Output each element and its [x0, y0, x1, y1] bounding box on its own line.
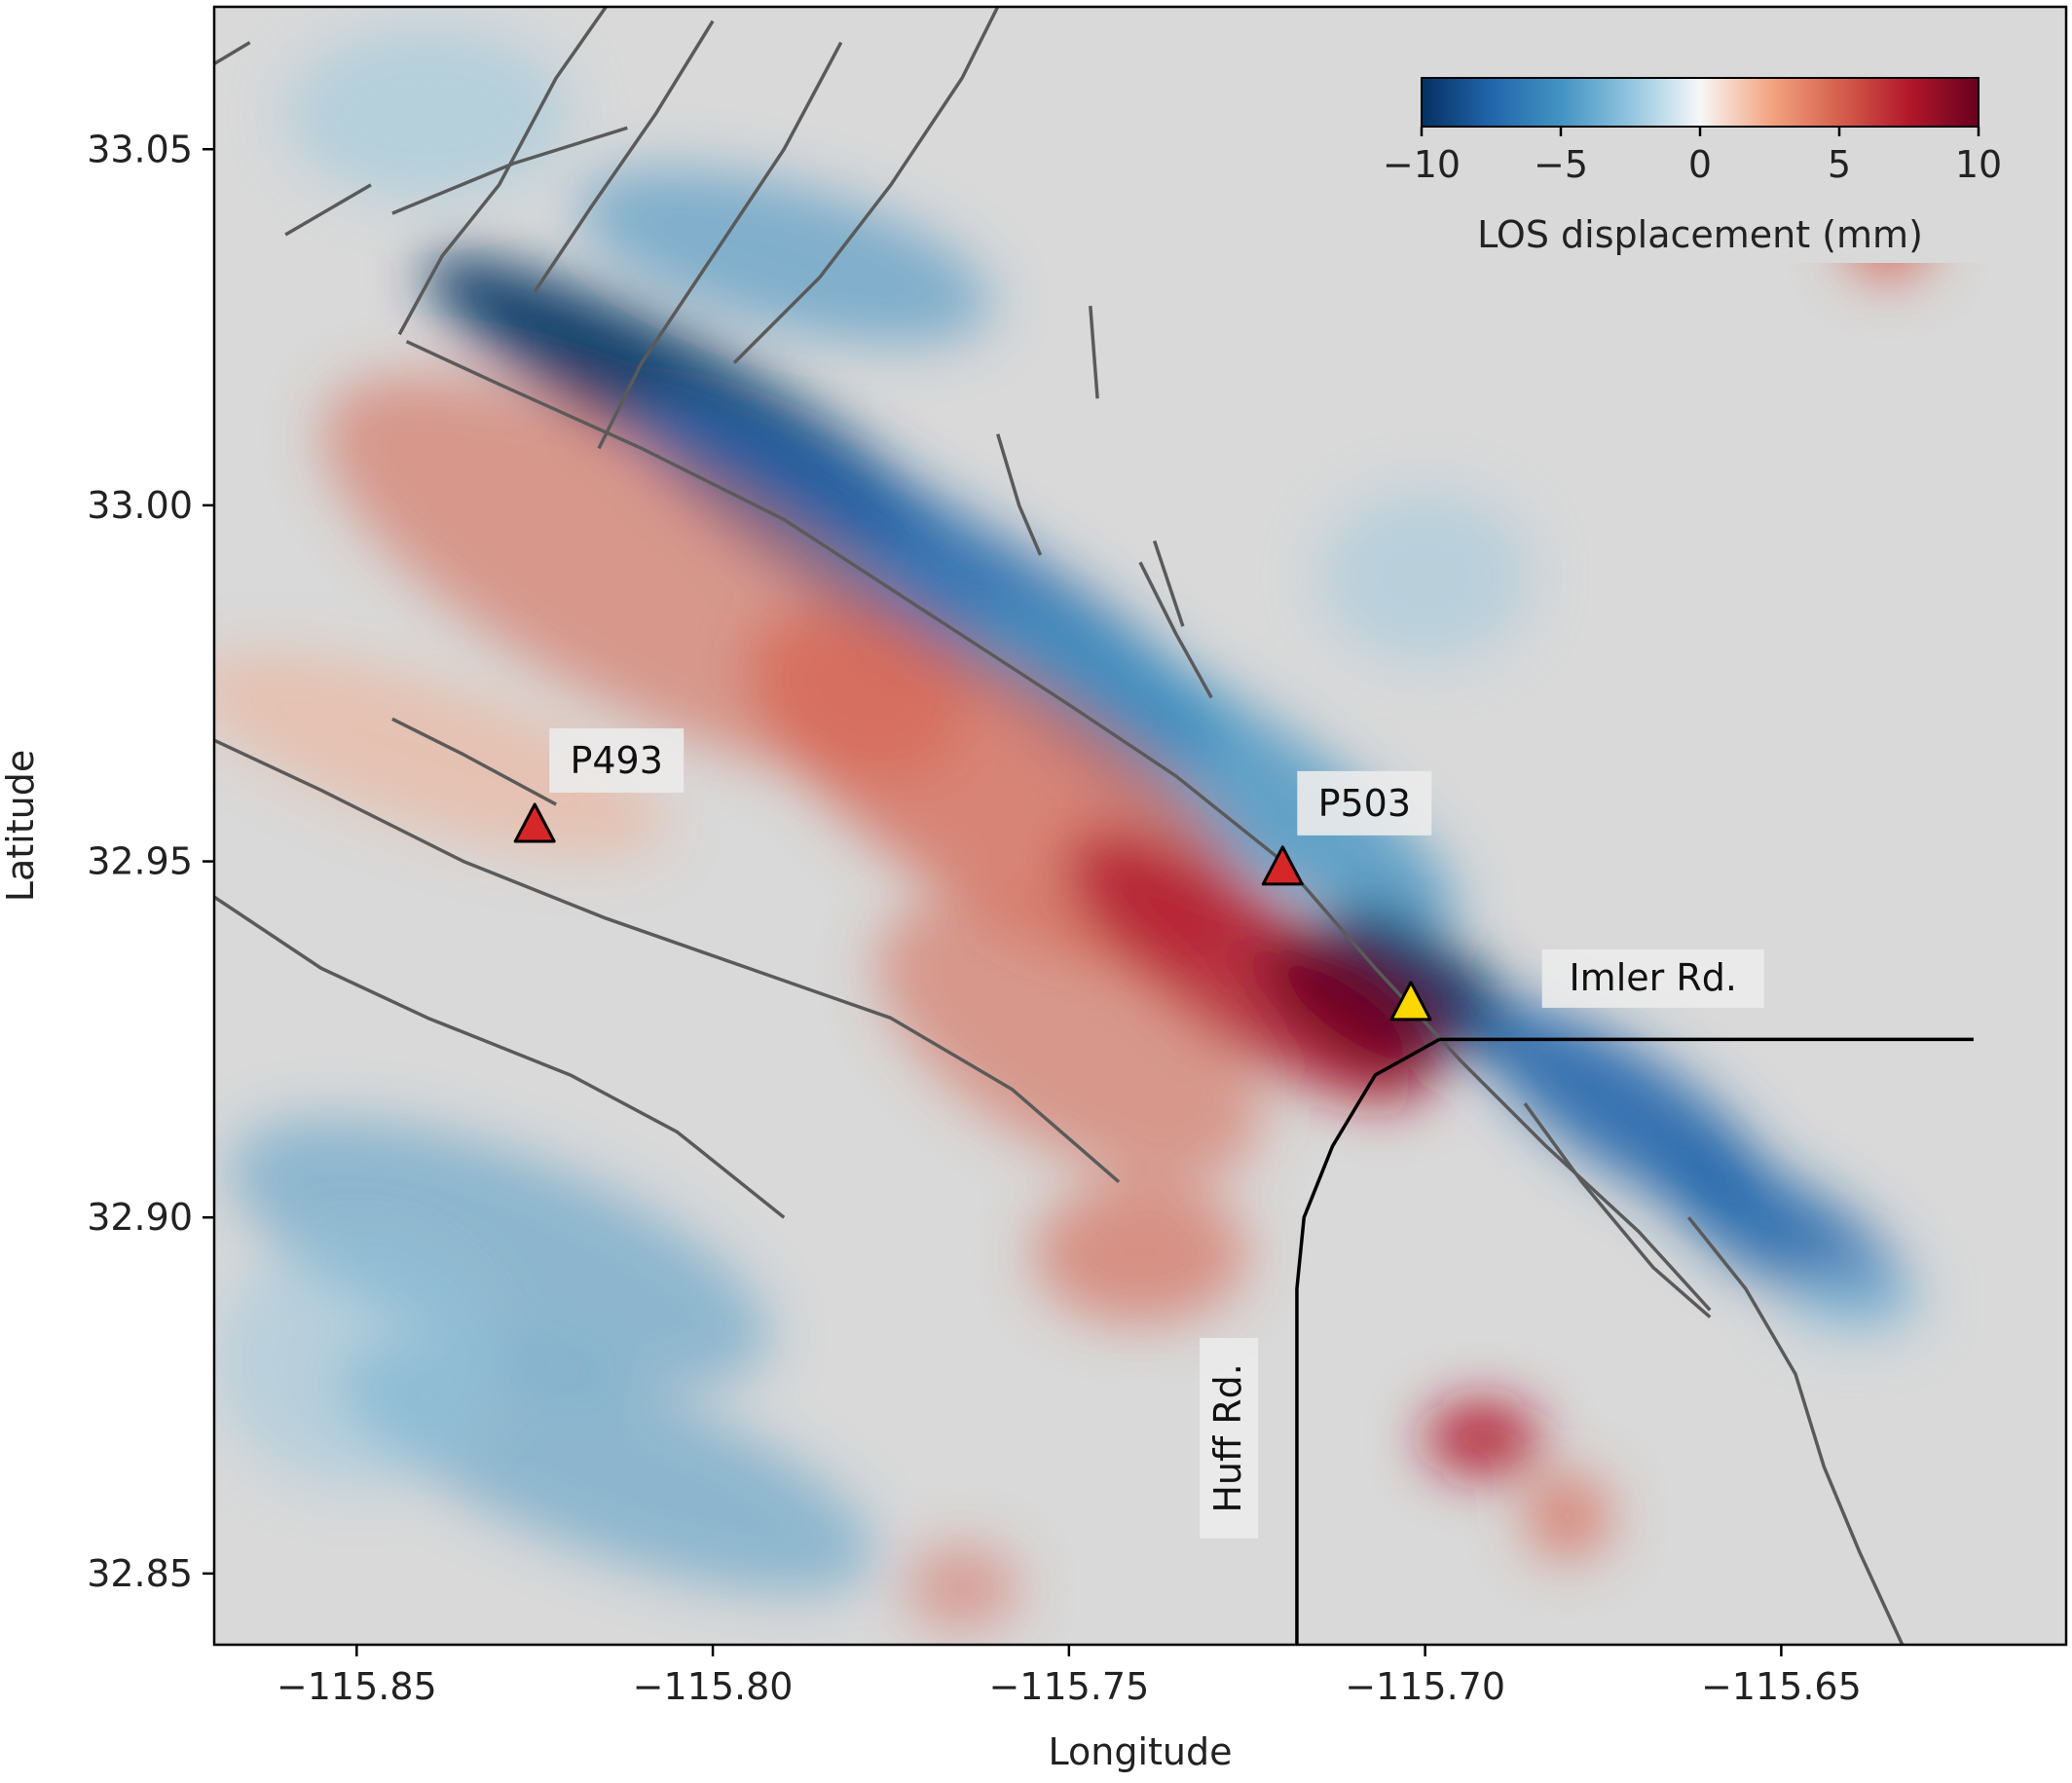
x-tick-label: −115.80: [633, 1665, 794, 1708]
displacement-patch: [1261, 930, 1447, 1078]
fault-trace: [284, 183, 372, 237]
displacement-patch: [214, 1231, 500, 1489]
y-tick-label: 33.05: [87, 128, 193, 170]
colorbar-tick-label: 10: [1955, 143, 2002, 186]
y-axis-label: Latitude: [0, 750, 42, 902]
station-marker: [1261, 845, 1304, 886]
y-tick-label: 32.90: [87, 1196, 193, 1239]
map-labels: Imler Rd. Huff Rd. P493 P503: [549, 728, 1764, 1539]
road-label-box: [1541, 948, 1764, 1008]
road-label-text: Huff Rd.: [1206, 1363, 1249, 1513]
x-tick-label: −115.75: [988, 1665, 1149, 1708]
colorbar-tick-label: 0: [1688, 143, 1712, 186]
station-label: P503: [1297, 770, 1432, 836]
fault-trace: [996, 433, 1043, 556]
displacement-patch: [966, 606, 1457, 932]
displacement-patch: [576, 167, 992, 345]
displacement-patch: [1781, 1267, 1924, 1339]
y-tick-label: 32.95: [87, 840, 193, 883]
station-label-box: [1297, 770, 1432, 836]
plot-frame: [212, 5, 2068, 1647]
fault-trace: [391, 126, 628, 215]
fault-trace: [214, 41, 251, 66]
road-label: Imler Rd.: [1541, 948, 1764, 1008]
colorbar-tick-label: −10: [1383, 143, 1461, 186]
y-tick-label: 33.00: [87, 484, 193, 527]
fault-trace: [391, 717, 557, 806]
fault-trace: [1523, 1102, 1712, 1319]
y-axis: 33.05 33.00 32.95 32.90 32.85: [87, 128, 214, 1595]
station-marker: [513, 802, 556, 843]
displacement-patch: [229, 1117, 769, 1389]
fault-trace: [1089, 306, 1099, 399]
displacement-patch: [1328, 908, 1522, 1058]
displacement-patch: [1317, 491, 1533, 662]
roads: [1295, 1037, 1974, 1645]
fault-trace: [597, 41, 843, 450]
fault-trace: [1152, 539, 1185, 627]
displacement-patch: [1424, 1402, 1539, 1474]
fault-trace: [405, 340, 1712, 1312]
colorbar-tick-label: −5: [1534, 143, 1588, 186]
x-axis-label: Longitude: [1049, 1730, 1233, 1773]
road-label-text: Imler Rd.: [1569, 956, 1736, 999]
colorbar-label: LOS displacement (mm): [1477, 213, 1923, 256]
displacement-patch: [1033, 1181, 1247, 1324]
x-axis: −115.85 −115.80 −115.75 −115.70 −115.65: [277, 1645, 1862, 1708]
fault-trace: [533, 19, 715, 293]
fault-trace: [1138, 561, 1213, 699]
colorbar-ticks: −10 −5 0 5 10: [1383, 127, 2002, 186]
y-tick-label: 32.85: [87, 1552, 193, 1595]
colorbar-tick-label: 5: [1828, 143, 1851, 186]
station-label: P493: [549, 728, 684, 793]
fault-trace: [214, 895, 786, 1219]
displacement-patch: [214, 651, 667, 858]
colorbar: −10 −5 0 5 10 LOS displacement (mm): [1383, 44, 2064, 263]
fault-trace: [732, 7, 1000, 364]
station-label-text: P493: [570, 739, 662, 782]
station-label-text: P503: [1318, 782, 1411, 825]
fault-trace: [397, 7, 608, 336]
x-tick-label: −115.65: [1701, 1665, 1862, 1708]
displacement-patch: [285, 27, 571, 200]
displacement-patch: [1525, 1473, 1610, 1560]
colorbar-gradient: [1421, 77, 1980, 128]
road-line: [1295, 1037, 1441, 1645]
station-marker: [1389, 981, 1432, 1022]
x-tick-label: −115.85: [277, 1665, 437, 1708]
plot-area: Imler Rd. Huff Rd. P493 P503: [212, 5, 2068, 1647]
displacement-patch: [905, 1544, 1019, 1631]
road-label-box: [1200, 1337, 1259, 1539]
fault-trace: [1686, 1216, 1905, 1645]
station-label-box: [549, 728, 684, 793]
fault-traces: [214, 7, 1905, 1645]
displacement-field: [214, 27, 1932, 1631]
fault-trace: [214, 738, 1121, 1183]
stations: [513, 802, 1432, 1022]
displacement-patch: [876, 898, 1262, 1181]
road-label: Huff Rd.: [1200, 1337, 1259, 1539]
x-tick-label: −115.70: [1345, 1665, 1505, 1708]
